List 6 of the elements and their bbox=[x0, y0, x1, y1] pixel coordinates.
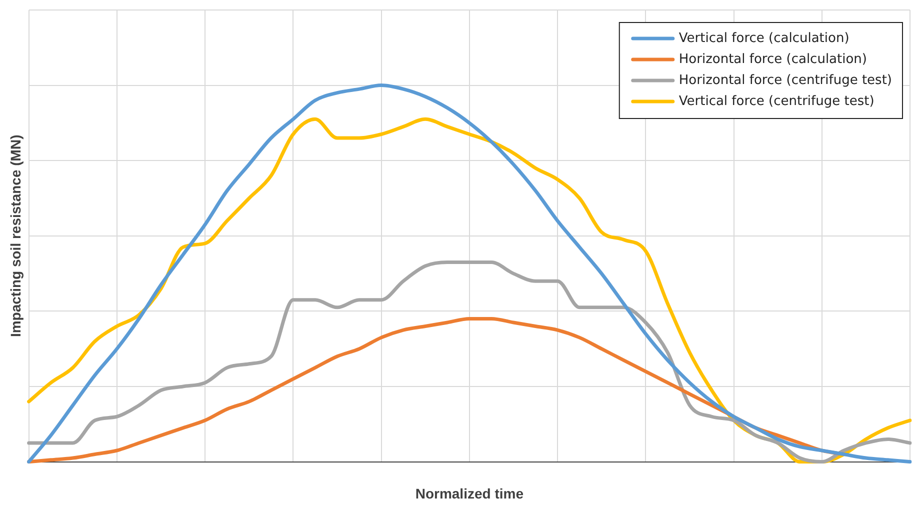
y-axis-title: Impacting soil resistance (MN) bbox=[7, 134, 24, 338]
legend-label: Vertical force (calculation) bbox=[678, 30, 850, 46]
x-axis-title: Normalized time bbox=[415, 485, 524, 502]
legend-label: Vertical force (centrifuge test) bbox=[678, 94, 874, 109]
legend-label: Horizontal force (centrifuge test) bbox=[678, 72, 892, 88]
legend-label: Horizontal force (calculation) bbox=[678, 52, 867, 67]
